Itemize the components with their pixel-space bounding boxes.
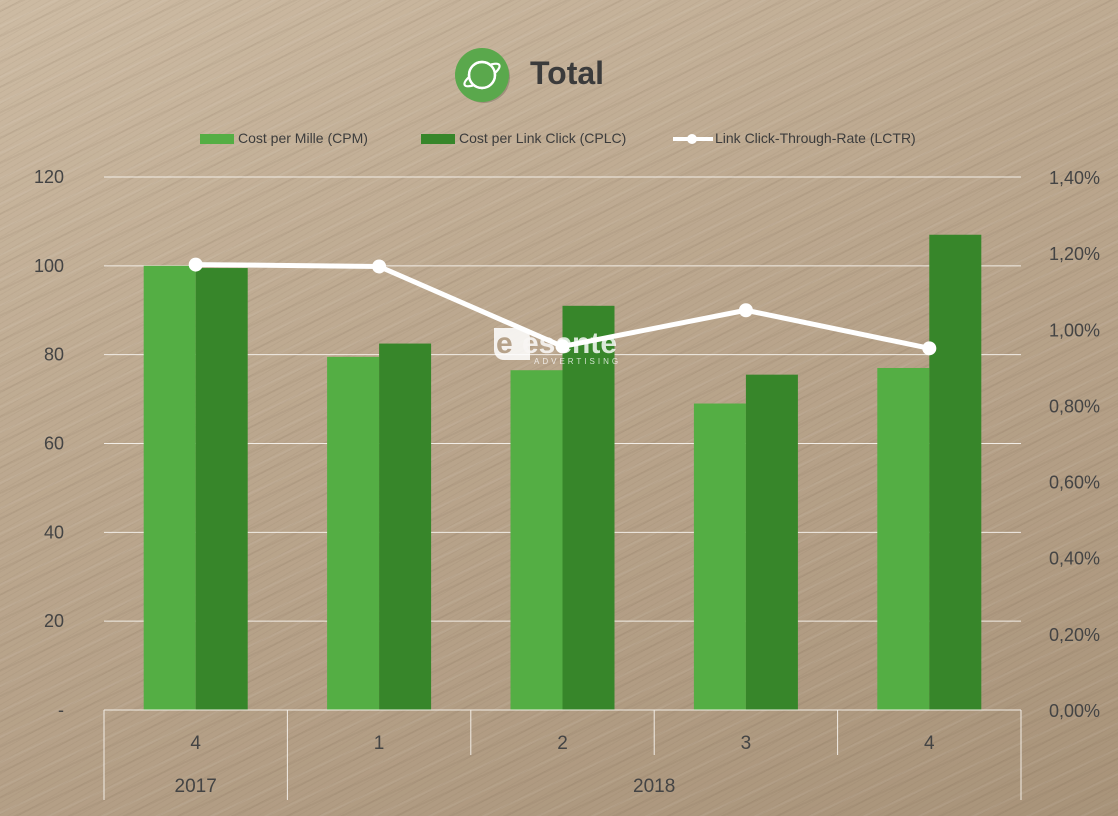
chart-title: Total — [530, 55, 605, 91]
y-left-tick-label: 20 — [44, 611, 64, 631]
y-right-tick-label: 1,20% — [1049, 244, 1100, 264]
x-tick-label: 3 — [741, 733, 752, 754]
legend-label-cplc: Cost per Link Click (CPLC) — [459, 130, 627, 146]
y-left-tick-label: - — [58, 700, 64, 720]
x-group-label: 2018 — [633, 776, 675, 797]
svg-text:e: e — [496, 327, 513, 360]
watermark-subtext: ADVERTISING — [534, 357, 621, 366]
y-left-tick-label: 80 — [44, 345, 64, 365]
bar-cplc — [195, 268, 248, 710]
legend-item-cpm[interactable]: Cost per Mille (CPM) — [200, 128, 368, 148]
y-axis-right: 0,00% 0,20% 0,40% 0,60% 0,80% 1,00% 1,20% 1,40% — [1049, 168, 1100, 721]
legend-item-cplc[interactable]: Cost per Link Click (CPLC) — [421, 128, 626, 148]
x-tick-label: 1 — [374, 733, 385, 754]
chart-header: Total — [0, 40, 1118, 110]
bar-cplc — [562, 305, 615, 710]
point-lctr — [372, 259, 387, 274]
legend-label-lctr: Link Click-Through-Rate (LCTR) — [715, 130, 916, 146]
y-right-tick-label: 1,00% — [1049, 320, 1100, 340]
legend-swatch-cpm — [200, 134, 234, 145]
point-lctr — [738, 303, 753, 318]
planet-ring-icon — [455, 48, 510, 103]
y-left-tick-label: 40 — [44, 522, 64, 542]
y-left-tick-label: 100 — [34, 256, 64, 276]
bar-series — [143, 234, 982, 710]
x-tick-label: 2 — [557, 733, 568, 754]
y-right-tick-label: 0,40% — [1049, 549, 1100, 569]
watermark-logo: e esente ADVERTISING — [494, 327, 621, 366]
legend-item-lctr[interactable]: Link Click-Through-Rate (LCTR) — [673, 128, 916, 148]
legend-label-cpm: Cost per Mille (CPM) — [238, 130, 368, 146]
y-right-tick-label: 0,00% — [1049, 701, 1100, 721]
legend-swatch-cplc — [421, 134, 455, 145]
bar-cpm — [143, 265, 196, 710]
y-right-tick-label: 0,20% — [1049, 625, 1100, 645]
bar-cplc — [929, 234, 982, 710]
y-right-tick-label: 1,40% — [1049, 168, 1100, 188]
x-tick-label: 4 — [190, 733, 201, 754]
bar-cplc — [379, 343, 432, 710]
y-left-tick-label: 120 — [34, 167, 64, 187]
point-lctr — [922, 341, 937, 356]
chart-legend: Cost per Mille (CPM) Cost per Link Click… — [0, 128, 1118, 148]
legend-marker-lctr — [673, 133, 713, 145]
x-axis: 4 1 2 3 4 2017 2018 — [103, 709, 1022, 800]
bar-cplc — [745, 374, 798, 710]
point-lctr — [555, 339, 570, 354]
x-group-label: 2017 — [175, 776, 217, 797]
point-lctr — [188, 257, 203, 272]
bar-cpm — [693, 403, 746, 710]
x-tick-label: 4 — [924, 733, 935, 754]
y-right-tick-label: 0,80% — [1049, 396, 1100, 416]
bar-cpm — [877, 367, 930, 710]
bar-cpm — [510, 370, 563, 710]
y-axis-left: - 20 40 60 80 100 120 — [34, 167, 64, 720]
watermark-text: esente — [522, 327, 617, 360]
bar-cpm — [327, 356, 380, 710]
y-left-tick-label: 60 — [44, 434, 64, 454]
line-series — [188, 257, 937, 356]
y-right-tick-label: 0,60% — [1049, 473, 1100, 493]
